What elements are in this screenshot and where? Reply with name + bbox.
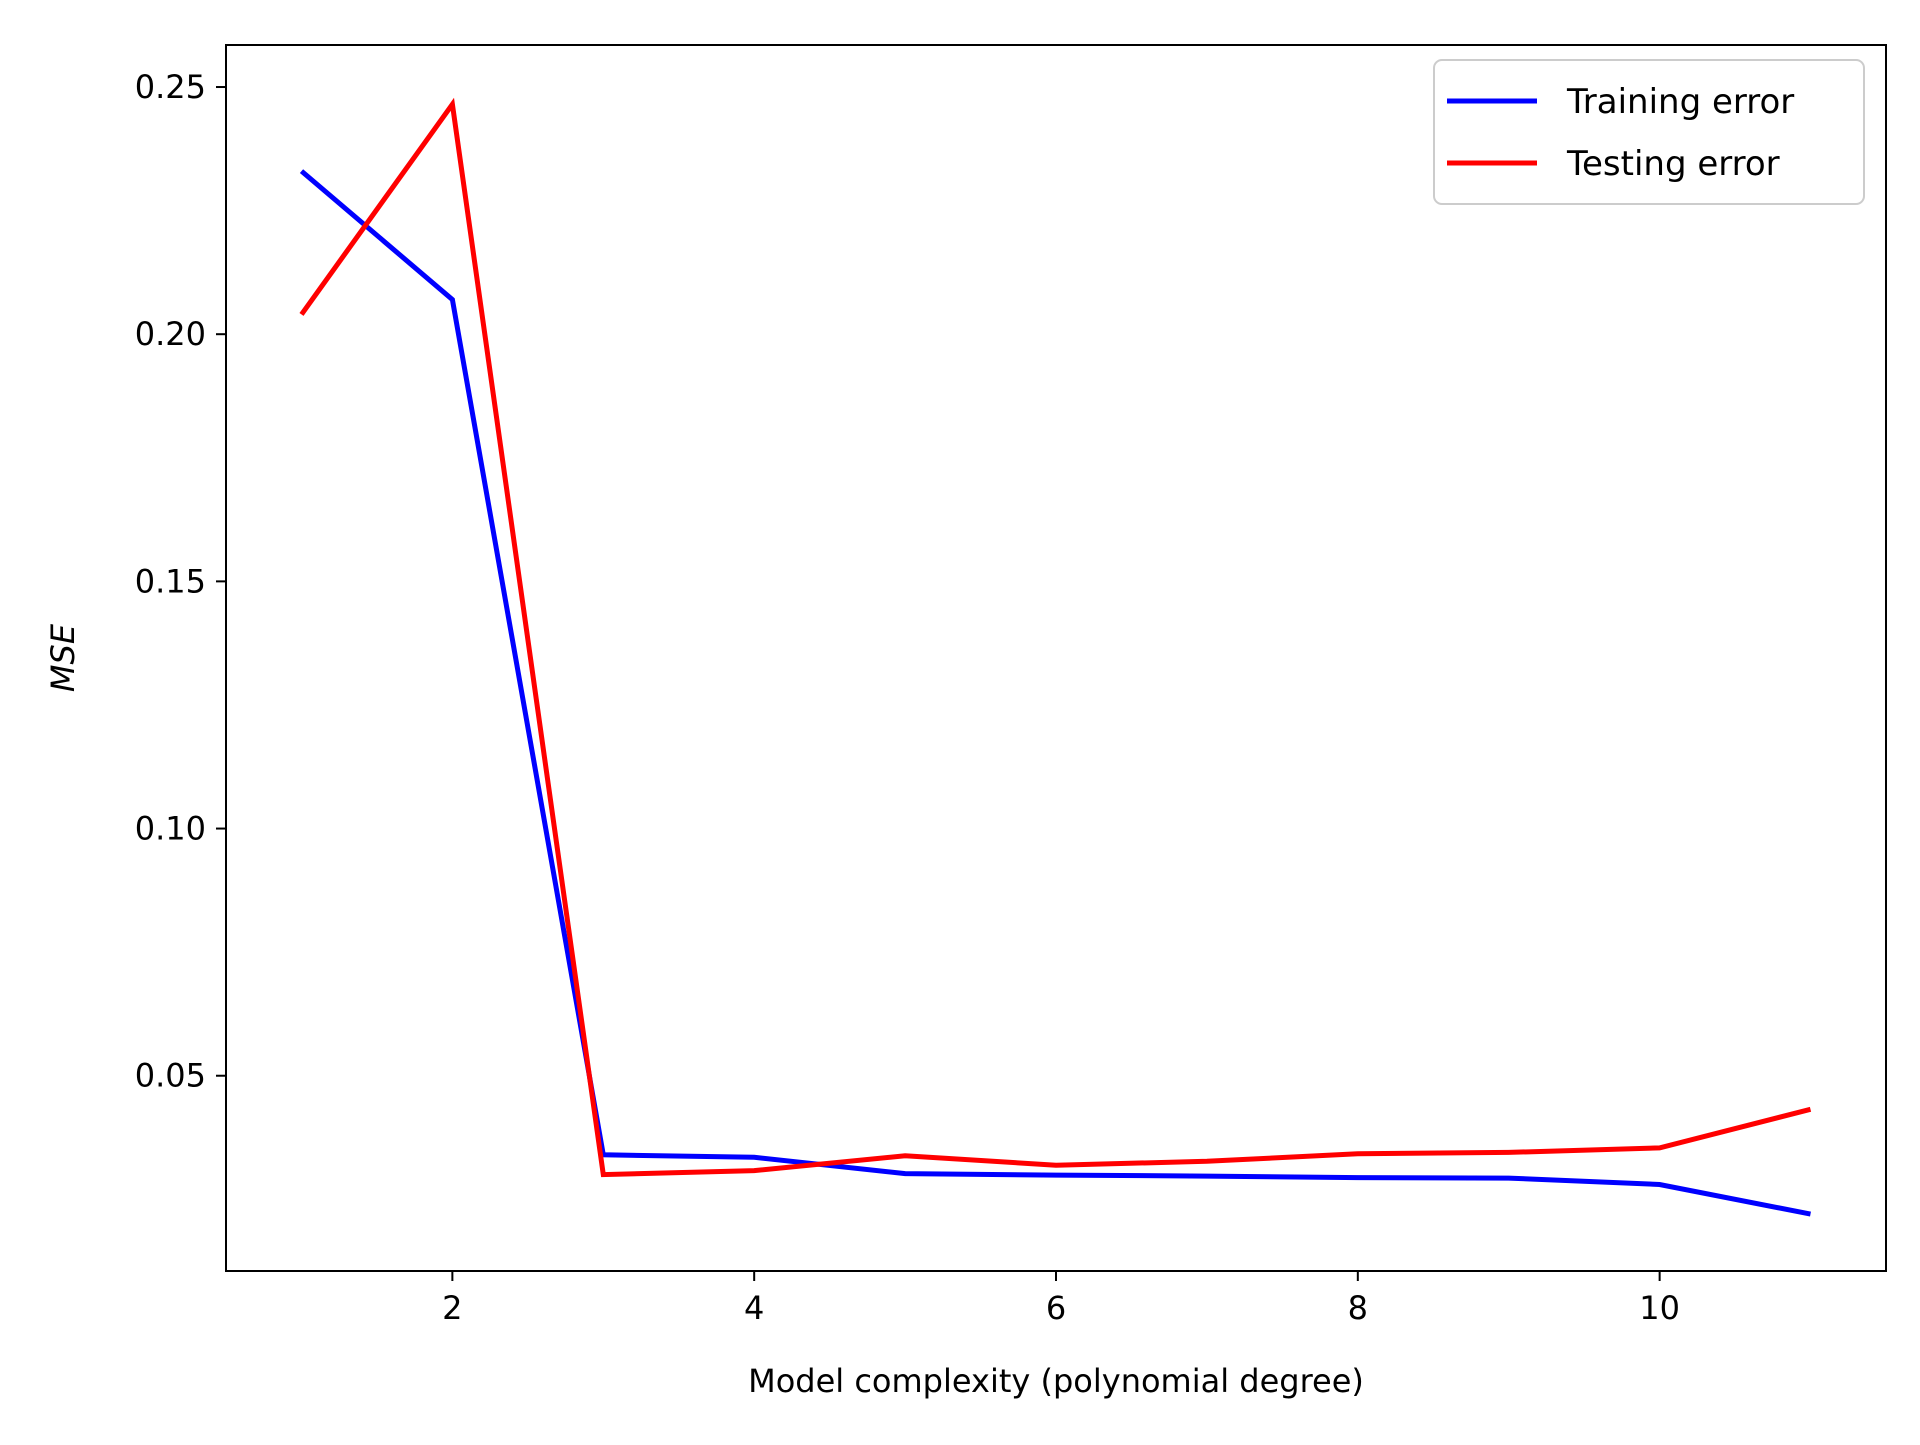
y-tick-label: 0.20 xyxy=(135,315,206,353)
y-tick-label: 0.15 xyxy=(135,562,206,600)
series-line-testing-error xyxy=(299,97,1812,1178)
x-tick-label: 2 xyxy=(442,1289,462,1327)
y-axis-ticks: 0.05 0.10 0.15 0.20 0.25 xyxy=(135,68,226,1095)
x-tick-label: 10 xyxy=(1639,1289,1680,1327)
x-axis-ticks: 2 4 6 8 10 xyxy=(442,1271,1680,1327)
legend[interactable]: Training error Testing error xyxy=(1433,59,1865,205)
legend-box xyxy=(1433,59,1865,205)
y-tick-label: 0.05 xyxy=(135,1057,206,1095)
series-lines xyxy=(299,97,1812,1217)
x-tick-label: 6 xyxy=(1046,1289,1066,1327)
plot-area xyxy=(226,45,1886,1271)
series-line-training-error xyxy=(299,169,1811,1217)
legend-label-training-error: Training error xyxy=(1566,82,1794,122)
legend-label-testing-error: Testing error xyxy=(1566,144,1780,184)
x-tick-label: 8 xyxy=(1348,1289,1368,1327)
x-tick-label: 4 xyxy=(744,1289,764,1327)
y-tick-label: 0.25 xyxy=(135,68,206,106)
x-axis-label: Model complexity (polynomial degree) xyxy=(748,1362,1364,1400)
y-axis-label: MSE xyxy=(44,623,82,692)
y-tick-label: 0.10 xyxy=(135,810,206,848)
plot-frame xyxy=(225,44,1887,1272)
